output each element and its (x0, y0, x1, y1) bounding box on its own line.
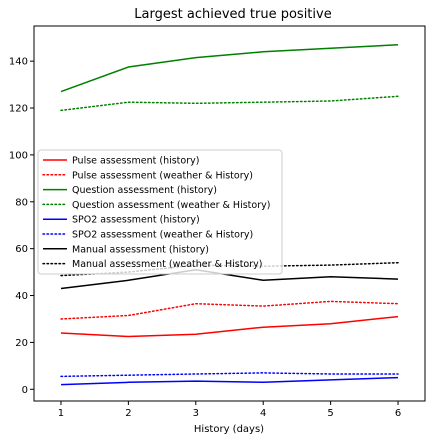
series-line-6 (60, 372, 399, 378)
legend-label-1: Pulse assessment (history) (72, 156, 199, 167)
x-tick-label: 1 (58, 408, 64, 419)
y-tick-label: 80 (15, 197, 28, 208)
legend-label-7: Manual assessment (history) (72, 244, 209, 255)
series-line-5 (60, 376, 399, 386)
legend-items: Pulse assessment (history) Pulse assessme… (42, 156, 270, 270)
legend-label-8: Manual assessment (weather & History) (72, 259, 262, 270)
y-tick-label: 60 (15, 244, 28, 255)
series-line-4 (60, 95, 399, 112)
x-tick-label: 5 (327, 408, 333, 419)
y-tick-label: 100 (9, 150, 28, 161)
series-line-7 (60, 269, 399, 290)
series-line-1 (60, 315, 399, 338)
x-tick-label: 2 (125, 408, 131, 419)
x-axis-label: History (days) (194, 424, 264, 435)
y-tick-label: 140 (9, 57, 28, 68)
y-tick-label: 20 (15, 338, 28, 349)
plot-frame (33, 25, 426, 402)
legend-label-4: Question assessment (weather & History) (72, 200, 270, 211)
chart-title: Largest achieved true positive (134, 7, 331, 22)
y-tick-label: 0 (22, 385, 28, 396)
legend-label-6: SPO2 assessment (weather & History) (72, 230, 253, 241)
x-tick-label: 6 (395, 408, 401, 419)
legend: Pulse assessment (history) Pulse assessme… (37, 149, 283, 275)
legend-label-3: Question assessment (history) (72, 185, 217, 196)
series-line-3 (60, 44, 399, 93)
y-tick-label: 40 (15, 291, 28, 302)
series-line-2 (60, 300, 399, 320)
legend-box (37, 149, 283, 275)
x-tick-label: 3 (193, 408, 199, 419)
y-tick-label: 120 (9, 104, 28, 115)
y-axis: 0 20 40 60 80 100 120 140 (9, 57, 34, 396)
legend-label-2: Pulse assessment (weather & History) (72, 170, 253, 181)
x-axis: 1 2 3 4 5 6 (58, 401, 401, 419)
x-tick-label: 4 (260, 408, 266, 419)
legend-label-5: SPO2 assessment (history) (72, 215, 200, 226)
